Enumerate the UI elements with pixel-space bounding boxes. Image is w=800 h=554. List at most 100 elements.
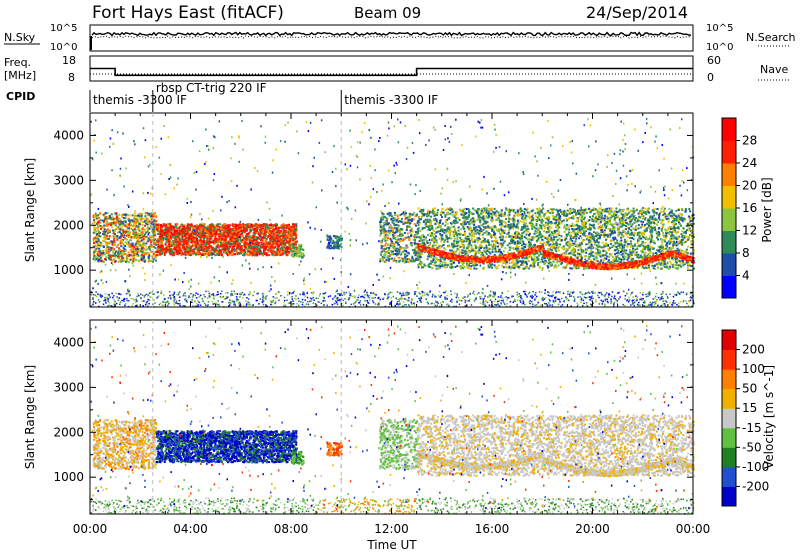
echo-cell [215,230,217,232]
echo-cell [147,229,149,231]
echo-cell [612,256,614,258]
echo-cell [237,243,239,245]
echo-cell [107,216,109,218]
echo-cell [265,239,267,241]
echo-cell [122,260,124,262]
echo-cell [112,249,114,251]
echo-cell [283,224,285,226]
echo-cell [265,241,267,243]
echo-cell [382,260,384,262]
echo-cell [116,220,118,222]
echo-cell [630,225,632,227]
echo-cell [327,239,329,241]
echo-cell [270,250,272,252]
echo-cell [153,237,155,239]
echo-cell [558,265,560,267]
echo-cell [137,248,139,250]
echo-cell [171,233,173,235]
echo-cell [175,247,177,249]
echo-cell [137,225,139,227]
echo-cell [115,212,117,214]
echo-cell [206,250,208,252]
echo-cell [241,225,243,227]
echo-cell [504,230,506,232]
echo-cell [144,225,146,227]
power-scatter [90,118,695,308]
echo-cell [147,239,149,241]
echo-cell [244,231,246,233]
echo-cell [111,240,113,242]
echo-cell [391,253,393,255]
echo-cell [105,256,107,258]
echo-cell [185,237,187,239]
echo-cell [211,239,213,241]
echo-cell [125,250,127,252]
echo-cell [209,239,211,241]
echo-cell [404,237,406,239]
echo-cell [117,253,119,255]
echo-cell [128,225,130,227]
echo-cell [157,230,159,232]
echo-cell [537,262,539,264]
echo-cell [95,248,97,250]
echo-cell [569,213,571,215]
echo-cell [232,254,234,256]
echo-cell [435,227,437,229]
echo-cell [122,243,124,245]
echo-cell [392,235,394,237]
echo-cell [132,220,134,222]
echo-cell [386,239,388,241]
echo-cell [235,233,237,235]
echo-cell [484,232,486,234]
nsky-tick-low: 10^0 [50,42,77,53]
echo-cell [392,245,394,247]
echo-cell [260,241,262,243]
echo-cell [104,240,106,242]
echo-cell [129,236,131,238]
echo-cell [392,231,394,233]
echo-cell [394,232,396,234]
echo-cell [384,229,386,231]
echo-cell [274,251,276,253]
echo-cell [217,224,219,226]
echo-cell [232,239,234,241]
echo-cell [176,230,178,232]
echo-cell [109,235,111,237]
echo-cell [180,254,182,256]
echo-cell [390,224,392,226]
echo-cell [271,254,273,256]
beam-title: Beam 09 [354,4,421,22]
echo-cell [259,250,261,252]
echo-cell [289,248,291,250]
echo-cell [512,228,514,230]
echo-cell [388,244,390,246]
echo-cell [564,231,566,233]
echo-cell [96,222,98,224]
echo-cell [110,256,112,258]
echo-cell [385,261,387,263]
echo-cell [391,215,393,217]
echo-cell [149,237,151,239]
echo-cell [93,256,95,258]
echo-cell [143,238,145,240]
echo-cell [335,235,337,237]
echo-cell [113,235,115,237]
echo-cell [637,242,639,244]
echo-cell [275,246,277,248]
echo-cell [190,247,192,249]
echo-cell [444,225,446,227]
echo-cell [295,225,297,227]
echo-cell [112,230,114,232]
echo-cell [132,233,134,235]
echo-cell [281,235,283,237]
echo-cell [96,233,98,235]
echo-cell [235,229,237,231]
echo-cell [192,237,194,239]
echo-cell [208,242,210,244]
echo-cell [229,242,231,244]
echo-cell [411,230,413,232]
echo-cell [113,259,115,261]
echo-cell [294,230,296,232]
echo-cell [98,243,100,245]
echo-cell [602,242,604,244]
